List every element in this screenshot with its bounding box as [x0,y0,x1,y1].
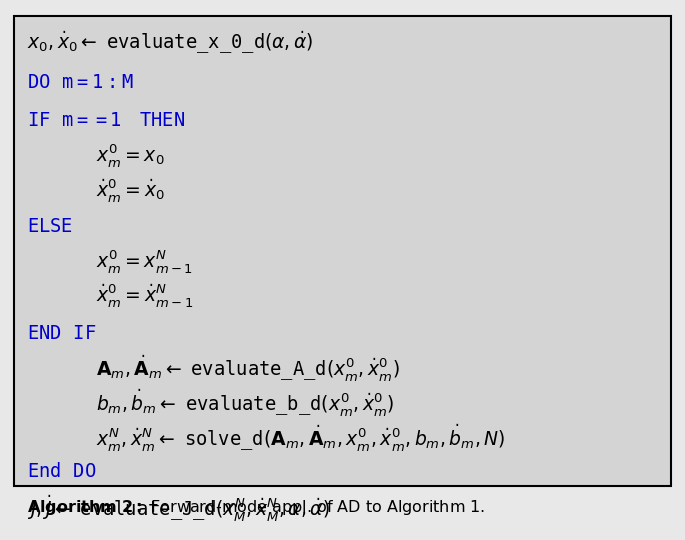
Text: $\mathtt{End}$  $\mathtt{DO}$: $\mathtt{End}$ $\mathtt{DO}$ [27,462,97,482]
Text: $\mathtt{ELSE}$: $\mathtt{ELSE}$ [27,217,73,237]
Text: $J, \dot{J} \leftarrow$ $\mathtt{evaluate\_J\_d}$$(x_M^N, \dot{x}_M^N, \alpha, \: $J, \dot{J} \leftarrow$ $\mathtt{evaluat… [27,492,330,523]
Text: $\mathbf{A}_m, \dot{\mathbf{A}}_m \leftarrow$ $\mathtt{evaluate\_A\_d}$$(x_m^0, : $\mathbf{A}_m, \dot{\mathbf{A}}_m \lefta… [96,353,399,383]
Text: $x_m^0 = x_{m-1}^N$: $x_m^0 = x_{m-1}^N$ [96,248,193,275]
Text: $\dot{x}_m^0 = \dot{x}_0$: $\dot{x}_m^0 = \dot{x}_0$ [96,177,165,204]
Text: $\dot{x}_m^0 = \dot{x}_{m-1}^N$: $\dot{x}_m^0 = \dot{x}_{m-1}^N$ [96,282,193,309]
Text: $x_m^N, \dot{x}_m^N \leftarrow$ $\mathtt{solve\_d}$$(\mathbf{A}_m, \dot{\mathbf{: $x_m^N, \dot{x}_m^N \leftarrow$ $\mathtt… [96,422,506,453]
Text: $\mathtt{DO}$  $\mathtt{m=1:M}$: $\mathtt{DO}$ $\mathtt{m=1:M}$ [27,72,134,92]
Text: $x_0, \dot{x}_0 \leftarrow$ $\mathtt{evaluate\_x\_0\_d}$$(\alpha, \dot{\alpha})$: $x_0, \dot{x}_0 \leftarrow$ $\mathtt{eva… [27,30,314,56]
FancyBboxPatch shape [14,16,671,486]
Text: $x_m^0 = x_0$: $x_m^0 = x_0$ [96,142,164,169]
Text: $\mathtt{END}$  $\mathtt{IF}$: $\mathtt{END}$ $\mathtt{IF}$ [27,323,97,343]
Text: $b_m, \dot{b}_m \leftarrow$ $\mathtt{evaluate\_b\_d}$$(x_m^0, \dot{x}_m^0)$: $b_m, \dot{b}_m \leftarrow$ $\mathtt{eva… [96,387,395,419]
Text: $\mathbf{Algorithm\ 2:}$ Forward-mode appl. of AD to Algorithm 1.: $\mathbf{Algorithm\ 2:}$ Forward-mode ap… [27,498,486,517]
Text: $\mathtt{IF}$  $\mathtt{m==1}$   $\mathtt{THEN}$: $\mathtt{IF}$ $\mathtt{m==1}$ $\mathtt{T… [27,111,186,131]
